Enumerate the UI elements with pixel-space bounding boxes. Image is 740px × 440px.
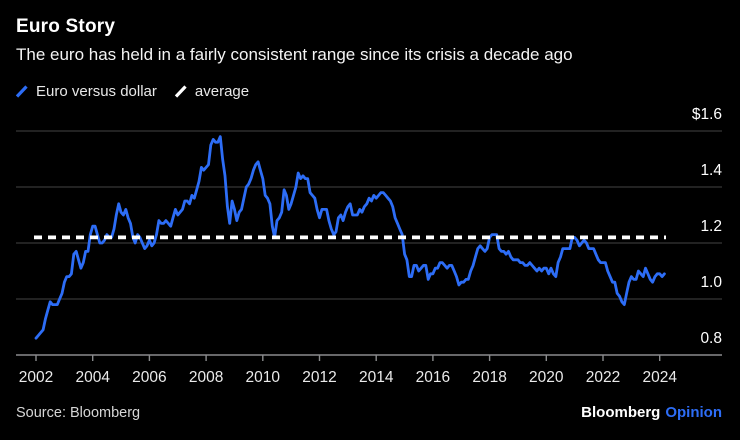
source-note: Source: Bloomberg [16, 405, 141, 421]
legend-item-average: average [173, 83, 249, 100]
x-axis-label: 2006 [132, 369, 166, 386]
page-subtitle: The euro has held in a fairly consistent… [16, 45, 573, 64]
brand-bloomberg: Bloomberg [581, 404, 661, 421]
y-axis-label: 1.4 [700, 162, 722, 179]
legend: Euro versus dollar average [14, 83, 249, 100]
x-axis-label: 2002 [19, 369, 53, 386]
legend-item-euro-versus-dollar: Euro versus dollar [14, 83, 157, 100]
y-axis-label: $1.6 [692, 106, 722, 123]
white-slash-icon [174, 85, 187, 98]
x-axis-label: 2018 [472, 369, 506, 386]
y-axis-label: 1.2 [700, 218, 722, 235]
y-axis-label: 1.0 [700, 274, 722, 291]
x-axis-label: 2008 [189, 369, 223, 386]
x-axis-label: 2014 [359, 369, 394, 386]
x-axis-label: 2010 [246, 369, 281, 386]
legend-label-euro-versus-dollar: Euro versus dollar [36, 83, 157, 100]
slash-stroke [174, 85, 187, 98]
blue-slash-icon [15, 85, 28, 98]
x-axis-label: 2024 [642, 369, 677, 386]
page-title: Euro Story [16, 16, 116, 37]
y-axis-label: 0.8 [700, 330, 722, 347]
brand-opinion: Opinion [665, 404, 722, 421]
bloomberg-opinion-logo: Bloomberg Opinion [581, 404, 722, 421]
x-axis-label: 2012 [302, 369, 336, 386]
euro-versus-dollar-line [34, 135, 666, 340]
x-axis-label: 2004 [75, 369, 110, 386]
x-axis-label: 2022 [586, 369, 620, 386]
slash-stroke [15, 85, 28, 98]
x-axis-label: 2020 [529, 369, 564, 386]
x-axis-label: 2016 [416, 369, 450, 386]
legend-label-average: average [194, 83, 250, 100]
